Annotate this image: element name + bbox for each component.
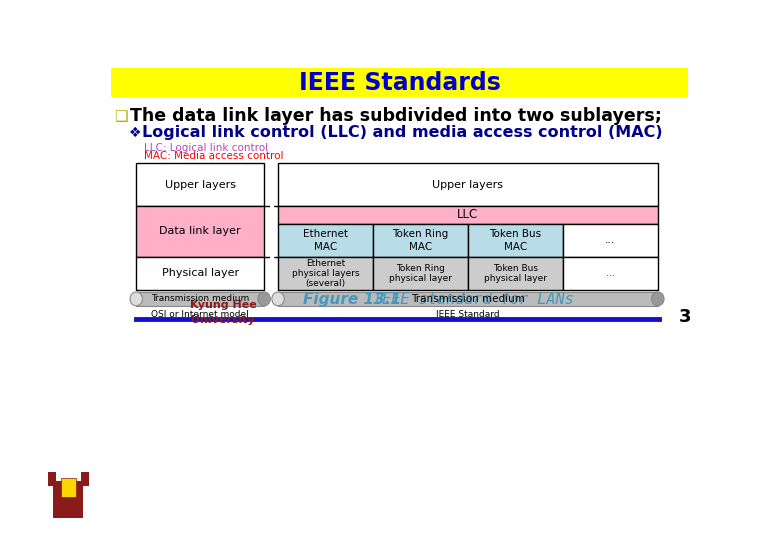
Text: IEEE Standards: IEEE Standards: [299, 71, 501, 94]
FancyBboxPatch shape: [563, 256, 658, 291]
Text: Token Ring
physical layer: Token Ring physical layer: [389, 264, 452, 283]
FancyBboxPatch shape: [48, 472, 55, 486]
Text: The data link layer has subdivided into two sublayers;: The data link layer has subdivided into …: [130, 107, 662, 125]
Text: ...: ...: [605, 235, 615, 245]
FancyBboxPatch shape: [278, 256, 373, 291]
Text: Figure 13.1: Figure 13.1: [303, 292, 401, 307]
Text: Token Bus
physical layer: Token Bus physical layer: [484, 264, 547, 283]
FancyBboxPatch shape: [373, 224, 468, 256]
FancyBboxPatch shape: [278, 164, 658, 206]
FancyBboxPatch shape: [278, 292, 658, 306]
Text: Transmission medium: Transmission medium: [411, 294, 525, 304]
Text: 3: 3: [679, 308, 691, 326]
Text: Kyung Hee
University: Kyung Hee University: [190, 300, 257, 325]
FancyBboxPatch shape: [136, 292, 264, 306]
FancyBboxPatch shape: [136, 164, 264, 206]
Text: LLC: Logical link control: LLC: Logical link control: [144, 143, 268, 153]
Text: Ethernet
MAC: Ethernet MAC: [303, 229, 348, 252]
Text: Data link layer: Data link layer: [159, 226, 241, 236]
Text: Physical layer: Physical layer: [161, 268, 239, 279]
FancyBboxPatch shape: [468, 224, 563, 256]
FancyBboxPatch shape: [136, 256, 264, 291]
FancyBboxPatch shape: [563, 224, 658, 256]
Text: Upper layers: Upper layers: [432, 179, 503, 190]
Text: Logical link control (LLC) and media access control (MAC): Logical link control (LLC) and media acc…: [143, 125, 663, 140]
FancyBboxPatch shape: [278, 224, 373, 256]
Text: OSI or Internet model: OSI or Internet model: [151, 309, 249, 319]
FancyBboxPatch shape: [278, 206, 658, 224]
Text: Upper layers: Upper layers: [165, 179, 236, 190]
FancyBboxPatch shape: [112, 68, 688, 97]
Ellipse shape: [130, 292, 143, 306]
Text: ❑: ❑: [115, 109, 128, 124]
Text: IEEE standard for LANs: IEEE standard for LANs: [373, 292, 573, 307]
Text: Transmission medium: Transmission medium: [151, 294, 250, 303]
Text: IEEE Standard: IEEE Standard: [436, 309, 500, 319]
FancyBboxPatch shape: [61, 478, 76, 497]
FancyBboxPatch shape: [468, 256, 563, 291]
FancyBboxPatch shape: [53, 481, 83, 518]
Text: Ethernet
physical layers
(several): Ethernet physical layers (several): [292, 259, 360, 288]
Text: MAC: Media access control: MAC: Media access control: [144, 151, 283, 161]
Text: LLC: LLC: [457, 208, 479, 221]
Text: ❖: ❖: [129, 126, 141, 139]
Text: Token Ring
MAC: Token Ring MAC: [392, 229, 448, 252]
FancyBboxPatch shape: [81, 472, 89, 486]
Ellipse shape: [272, 292, 284, 306]
FancyBboxPatch shape: [136, 206, 264, 256]
Ellipse shape: [651, 292, 664, 306]
Text: ...: ...: [606, 269, 615, 278]
Ellipse shape: [258, 292, 271, 306]
Text: Token Bus
MAC: Token Bus MAC: [489, 229, 541, 252]
FancyBboxPatch shape: [373, 256, 468, 291]
